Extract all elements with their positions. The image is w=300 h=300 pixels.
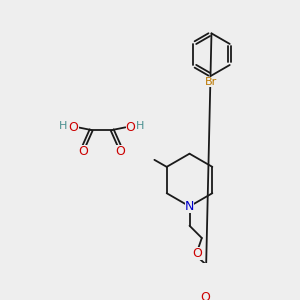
Text: O: O (126, 121, 136, 134)
Text: O: O (200, 291, 210, 300)
Text: H: H (136, 122, 145, 131)
Text: O: O (193, 247, 202, 260)
Text: N: N (185, 200, 194, 213)
Text: O: O (69, 121, 79, 134)
Text: O: O (115, 146, 125, 158)
Text: H: H (59, 122, 67, 131)
Text: Br: Br (206, 77, 218, 87)
Text: O: O (78, 146, 88, 158)
